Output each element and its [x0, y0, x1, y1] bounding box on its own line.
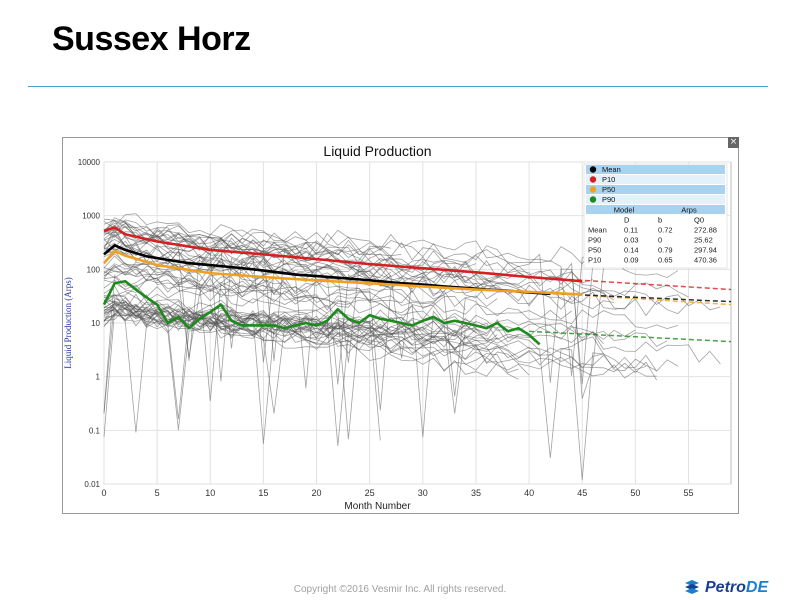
well-line [103, 307, 498, 414]
legend-row [586, 185, 725, 194]
y-tick-label: 0.01 [84, 480, 100, 489]
x-tick-label: 25 [365, 488, 375, 498]
y-tick-label: 10 [91, 319, 100, 328]
model-table-cell: 0.09 [624, 256, 639, 265]
x-tick-label: 0 [101, 488, 106, 498]
well-line [103, 303, 498, 342]
well-line [103, 240, 381, 382]
x-axis-label: Month Number [344, 501, 411, 512]
y-tick-label: 1000 [82, 212, 100, 221]
well-line [103, 264, 721, 438]
model-table-cell: 0 [658, 236, 662, 245]
x-tick-label: 40 [524, 488, 534, 498]
model-table-cell: P90 [588, 236, 601, 245]
well-line [103, 263, 349, 305]
model-table-cell: 0.72 [658, 226, 673, 235]
y-tick-label: 100 [87, 265, 101, 274]
series-line-p10 [103, 226, 583, 283]
x-tick-label: 55 [683, 488, 693, 498]
x-tick-label: 5 [155, 488, 160, 498]
footer-copyright: Copyright ©2016 Vesmir Inc. All rights r… [293, 584, 507, 595]
well-line [103, 219, 615, 301]
series-line-p90 [102, 279, 541, 346]
model-column-header: b [658, 216, 662, 225]
legend-label: P90 [602, 195, 615, 204]
slide-title: Sussex Horz [52, 20, 251, 58]
legend-label: P10 [602, 175, 615, 184]
well-line [103, 213, 594, 265]
chart-frame: 0 5 10 15 20 25 30 35 40 45 50 55 0.01 0.1 1 10 100 1000 1… [62, 137, 739, 514]
model-table-cell: P10 [588, 256, 601, 265]
well-line [103, 274, 498, 413]
x-tick-label: 20 [312, 488, 322, 498]
model-column-header: D [624, 216, 630, 225]
well-line [103, 225, 402, 257]
well-line [103, 222, 636, 376]
well-line [103, 241, 615, 389]
forecast-line-p90 [529, 330, 732, 343]
logo-mark-icon [685, 580, 699, 594]
well-line [103, 304, 339, 333]
legend-label: P50 [602, 185, 615, 194]
model-table-cell: Mean [588, 226, 607, 235]
well-line [103, 275, 477, 334]
legend-marker-p10 [589, 176, 597, 183]
x-tick-label: 35 [471, 488, 481, 498]
well-line [103, 307, 530, 438]
well-line [103, 238, 721, 311]
legend-marker-p90 [589, 196, 597, 203]
legend-label: Mean [602, 165, 621, 174]
well-line [103, 220, 593, 361]
chart-title: Liquid Production [323, 143, 431, 159]
legend-row [586, 195, 725, 204]
y-tick-label: 10000 [78, 158, 101, 167]
y-axis-label: Liquid Production (Arps) [63, 277, 73, 369]
model-column-header: Q0 [694, 216, 704, 225]
legend-row [586, 175, 725, 184]
x-tick-label: 50 [630, 488, 640, 498]
well-line [103, 266, 275, 289]
series-line-p50 [103, 249, 583, 296]
well-line [103, 233, 540, 359]
well-line [103, 223, 689, 298]
model-table-cell: P50 [588, 246, 601, 255]
well-line [103, 307, 413, 346]
model-table-cell: 297.94 [694, 246, 717, 255]
well-line [103, 301, 402, 346]
model-header: Model [614, 206, 635, 215]
y-tick-label: 1 [96, 373, 101, 382]
liquid-production-chart: 0 5 10 15 20 25 30 35 40 45 50 550.010.111010010001… [63, 143, 732, 512]
well-line [103, 225, 307, 258]
x-tick-label: 45 [577, 488, 587, 498]
legend-marker-p50 [589, 186, 597, 193]
model-table-cell: 272.88 [694, 226, 717, 235]
model-table-cell: 0.79 [658, 246, 673, 255]
x-tick-label: 10 [205, 488, 215, 498]
y-tick-label: 0.1 [89, 426, 101, 435]
well-line [103, 270, 466, 411]
well-line [103, 229, 604, 399]
logo-text: PetroDE [705, 579, 769, 596]
x-tick-label: 15 [258, 488, 268, 498]
legend-row [586, 165, 725, 174]
well-line [103, 296, 381, 441]
model-table-cell: 0.14 [624, 246, 639, 255]
model-table-cell: 0.11 [624, 226, 638, 235]
well-line [103, 279, 477, 324]
model-table-cell: 0.03 [624, 236, 639, 245]
model-table-header-bg [586, 205, 725, 214]
well-line [103, 235, 498, 361]
petrode-logo: PetroDE [683, 577, 768, 599]
arps-header: Arps [681, 206, 697, 215]
model-table-cell: 25.62 [694, 236, 713, 245]
close-icon[interactable]: × [728, 137, 739, 148]
x-tick-label: 30 [418, 488, 428, 498]
model-table-cell: 0.65 [658, 256, 673, 265]
title-divider [28, 86, 768, 87]
model-table-cell: 470.36 [694, 256, 717, 265]
legend-marker-mean [589, 166, 597, 173]
